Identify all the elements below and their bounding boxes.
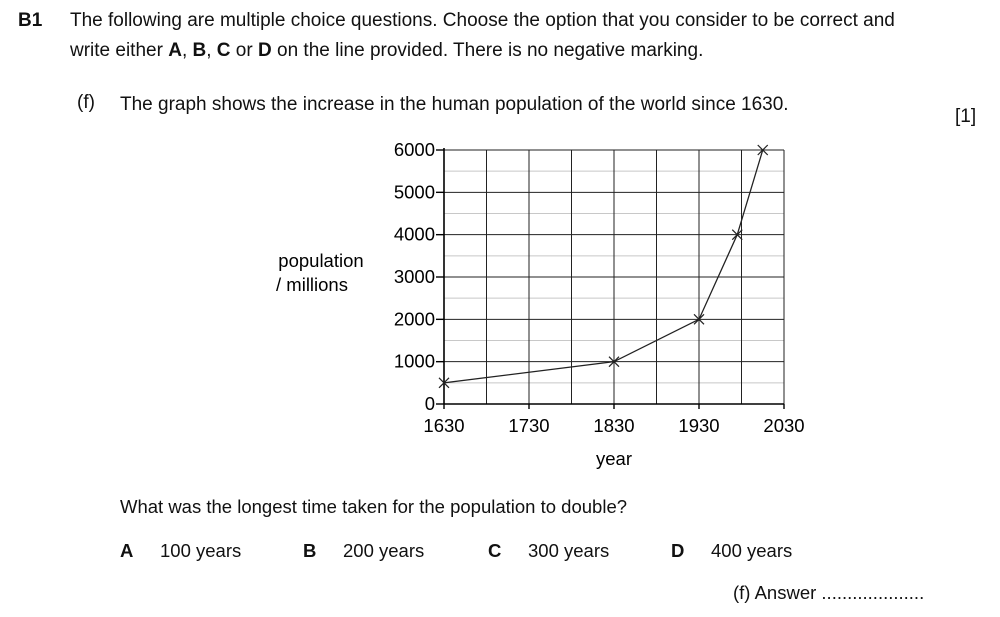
question-number: B1 bbox=[18, 10, 43, 31]
answer-line: (f) Answer .................... bbox=[733, 582, 925, 603]
chart-grid bbox=[444, 149, 785, 404]
option-b-letter: B bbox=[303, 540, 317, 561]
data-point-1830 bbox=[608, 356, 620, 368]
x-tick-label-1830: 1830 bbox=[593, 415, 634, 436]
option-ref-c: C bbox=[216, 40, 231, 61]
data-point-2005 bbox=[757, 144, 769, 156]
part-label: (f) bbox=[77, 92, 95, 113]
data-point-1630 bbox=[438, 377, 450, 389]
marker-stroke bbox=[731, 229, 743, 241]
x-tick-label-2030: 2030 bbox=[763, 415, 804, 436]
y-tick-label-2000: 2000 bbox=[394, 308, 435, 329]
x-tick-label-1630: 1630 bbox=[423, 415, 464, 436]
marker-stroke bbox=[693, 313, 705, 325]
option-d-letter: D bbox=[671, 540, 685, 561]
y-tick-label-4000: 4000 bbox=[394, 224, 435, 245]
y-tick-label-5000: 5000 bbox=[394, 181, 435, 202]
option-c-letter: C bbox=[488, 540, 502, 561]
option-a-letter: A bbox=[120, 540, 134, 561]
chart-series bbox=[438, 144, 769, 389]
chart-labels: population / millions year 0 1000 2000 3000… bbox=[276, 139, 805, 469]
chart-axes bbox=[436, 148, 785, 409]
marker-stroke bbox=[438, 377, 450, 389]
data-point-1975 bbox=[731, 229, 743, 241]
marks-indicator: [1] bbox=[955, 106, 977, 127]
instructions-sep: , bbox=[181, 40, 193, 61]
y-axis-label-line1: population bbox=[278, 250, 363, 271]
x-tick-label-1930: 1930 bbox=[678, 415, 719, 436]
option-ref-d: D bbox=[257, 40, 272, 61]
part-text: The graph shows the increase in the huma… bbox=[120, 94, 789, 115]
y-tick-label-1000: 1000 bbox=[394, 351, 435, 372]
option-a-text: 100 years bbox=[160, 540, 242, 561]
marker-stroke bbox=[757, 144, 769, 156]
y-tick-label-6000: 6000 bbox=[394, 139, 435, 160]
instructions-sep: , bbox=[206, 40, 217, 61]
instructions-text: on the line provided. There is no negati… bbox=[271, 40, 704, 61]
y-axis-label-line2: / millions bbox=[276, 274, 348, 295]
y-tick-label-3000: 3000 bbox=[394, 266, 435, 287]
option-c-text: 300 years bbox=[528, 540, 610, 561]
data-point-1930 bbox=[693, 313, 705, 325]
option-ref-b: B bbox=[192, 40, 207, 61]
instructions-line-1: The following are multiple choice questi… bbox=[70, 10, 895, 31]
option-d-text: 400 years bbox=[711, 540, 793, 561]
marker-stroke bbox=[608, 356, 620, 368]
instructions-text: write either bbox=[70, 40, 169, 61]
instructions-sep: or bbox=[230, 40, 258, 61]
population-line bbox=[443, 149, 764, 384]
option-b-text: 200 years bbox=[343, 540, 425, 561]
instructions-line-2: write either A, B, C or D on the line pr… bbox=[70, 40, 703, 62]
option-ref-a: A bbox=[168, 40, 182, 61]
question-text: What was the longest time taken for the … bbox=[120, 496, 628, 517]
x-axis-label: year bbox=[596, 448, 632, 469]
y-tick-label-0: 0 bbox=[425, 393, 435, 414]
x-tick-label-1730: 1730 bbox=[508, 415, 549, 436]
